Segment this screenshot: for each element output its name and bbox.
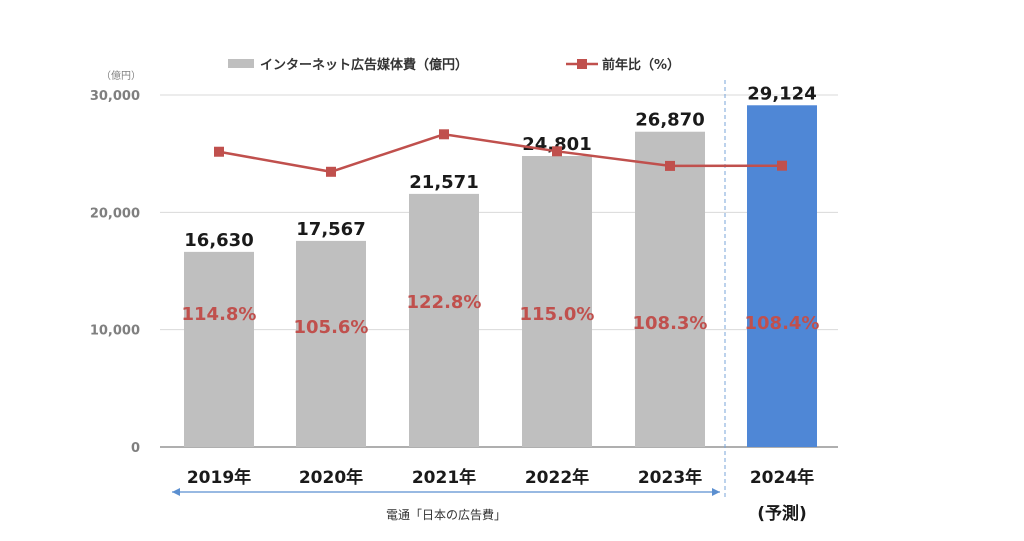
y-tick-label: 20,000	[90, 206, 140, 221]
legend-label-line: 前年比（%）	[602, 57, 680, 73]
legend: インターネット広告媒体費（億円） 前年比（%）	[228, 57, 680, 73]
bar-forecast	[747, 105, 817, 448]
ratio-value-label: 122.8%	[407, 292, 482, 313]
bar-value-label: 26,870	[635, 110, 704, 131]
ratio-value-label: 108.3%	[633, 313, 708, 334]
ratio-marker	[777, 160, 787, 171]
y-axis-ticks: 0 10,000 20,000 30,000	[90, 89, 140, 456]
ratio-marker	[326, 166, 336, 177]
bar-value-label: 29,124	[747, 83, 816, 104]
ratio-value-label: 108.4%	[745, 313, 820, 334]
ratio-value-labels: 114.8% 105.6% 122.8% 115.0% 108.3% 108.4%	[182, 292, 820, 338]
x-tick-label: 2020年	[299, 467, 363, 488]
ratio-marker	[665, 160, 675, 171]
bar-value-label: 21,571	[409, 172, 478, 193]
bar	[296, 240, 366, 447]
x-tick-label: 2019年	[187, 467, 251, 488]
x-axis-labels: 2019年 2020年 2021年 2022年 2023年 2024年	[187, 467, 814, 488]
ratio-value-label: 115.0%	[520, 304, 595, 325]
bar	[522, 156, 592, 448]
x-tick-label: 2024年	[750, 467, 814, 488]
ratio-marker	[552, 146, 562, 157]
ratio-series-line	[218, 133, 783, 174]
y-tick-label: 30,000	[90, 89, 140, 104]
x-tick-label: 2022年	[525, 467, 589, 488]
legend-label-bar: インターネット広告媒体費（億円）	[260, 57, 468, 73]
source-range-arrow	[172, 488, 720, 496]
ratio-marker	[214, 146, 224, 157]
bar-value-label: 16,630	[184, 230, 253, 251]
bar-value-label: 17,567	[296, 219, 365, 240]
legend-swatch-bar	[228, 59, 254, 68]
forecast-note: (予測)	[757, 503, 807, 524]
ratio-line	[214, 129, 787, 177]
ratio-value-label: 105.6%	[294, 317, 369, 338]
y-tick-label: 10,000	[90, 324, 140, 339]
x-tick-label: 2023年	[638, 467, 702, 488]
bar	[635, 131, 705, 447]
legend-swatch-marker	[577, 59, 587, 69]
ratio-value-label: 114.8%	[182, 304, 257, 325]
bar	[184, 251, 254, 447]
bar	[409, 193, 479, 447]
gridlines	[160, 94, 838, 448]
ratio-marker	[439, 129, 449, 140]
y-tick-label: 0	[131, 441, 140, 456]
y-unit-label: （億円）	[101, 69, 141, 82]
source-note: 電通「日本の広告費」	[386, 507, 506, 522]
x-tick-label: 2021年	[412, 467, 476, 488]
bars	[184, 105, 817, 448]
